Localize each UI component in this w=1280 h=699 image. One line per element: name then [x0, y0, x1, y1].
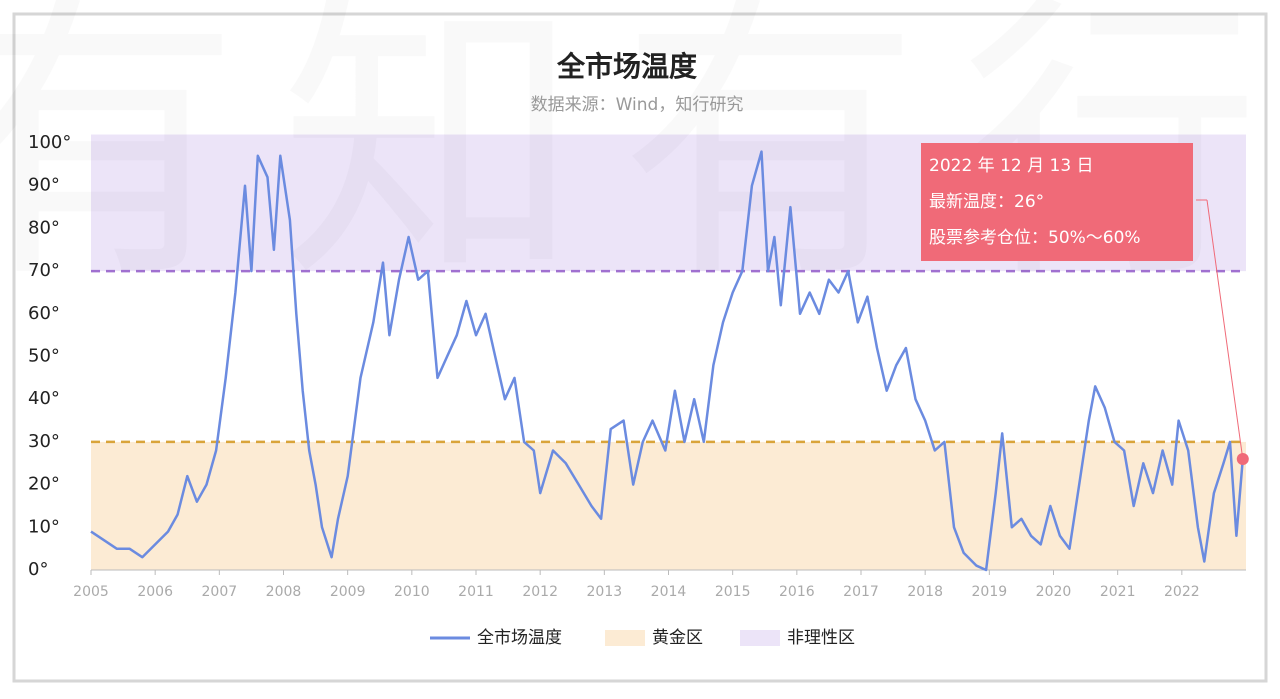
annotation-text: 最新温度：26° [929, 192, 1044, 212]
y-tick-label: 70° [28, 260, 60, 281]
x-tick-label: 2011 [458, 584, 494, 600]
legend-label: 全市场温度 [477, 628, 562, 648]
x-tick-label: 2016 [779, 584, 815, 600]
annotation-text: 股票参考仓位：50%～60% [929, 228, 1141, 248]
x-tick-label: 2022 [1164, 584, 1200, 600]
x-tick-label: 2021 [1100, 584, 1136, 600]
y-tick-label: 10° [28, 516, 60, 537]
legend-label: 黄金区 [652, 628, 703, 648]
annotation-box [921, 143, 1193, 261]
band [91, 441, 1246, 570]
x-tick-label: 2018 [907, 584, 943, 600]
x-tick-label: 2014 [651, 584, 687, 600]
legend-swatch [740, 630, 780, 646]
y-tick-label: 100° [28, 132, 71, 153]
legend-label: 非理性区 [787, 628, 855, 648]
x-tick-label: 2015 [715, 584, 751, 600]
x-tick-label: 2006 [137, 584, 173, 600]
x-tick-label: 2008 [266, 584, 302, 600]
x-tick-label: 2017 [843, 584, 879, 600]
annotation-connector [1206, 199, 1244, 460]
x-tick-label: 2020 [1036, 584, 1072, 600]
y-tick-label: 30° [28, 431, 60, 452]
y-tick-label: 80° [28, 217, 60, 238]
x-tick-label: 2019 [972, 584, 1008, 600]
latest-point [1236, 452, 1249, 465]
chart-title: 全市场温度 [556, 50, 697, 83]
y-tick-label: 0° [28, 559, 48, 580]
x-tick-label: 2013 [587, 584, 623, 600]
y-tick-label: 90° [28, 175, 60, 196]
x-tick-label: 2012 [522, 584, 558, 600]
y-tick-label: 60° [28, 303, 60, 324]
y-tick-label: 40° [28, 388, 60, 409]
x-tick-label: 2005 [73, 584, 109, 600]
line-series [90, 150, 1245, 572]
x-tick-label: 2007 [202, 584, 238, 600]
y-tick-label: 20° [28, 474, 60, 495]
x-tick-label: 2010 [394, 584, 430, 600]
legend-swatch [605, 630, 645, 646]
y-tick-label: 50° [28, 346, 60, 367]
annotation-text: 2022 年 12 月 13 日 [929, 156, 1094, 176]
x-tick-label: 2009 [330, 584, 366, 600]
subtitle: 数据来源：Wind，知行研究 [531, 95, 744, 115]
